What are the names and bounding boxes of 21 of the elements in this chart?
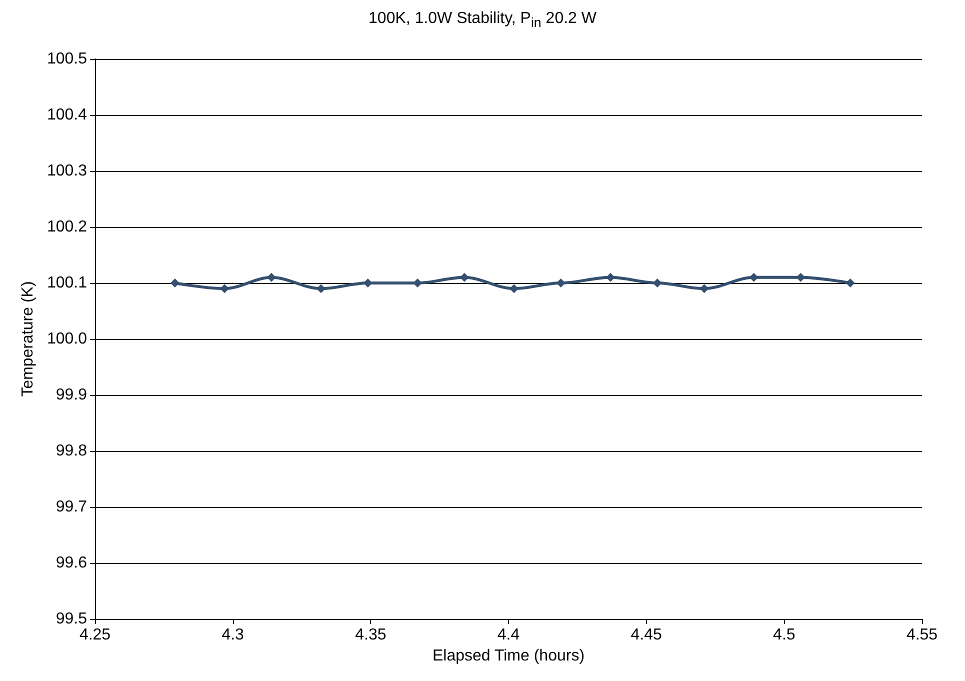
y-tick-label: 99.7 <box>56 498 88 516</box>
y-axis-title: Temperature (K) <box>20 281 37 397</box>
y-tick-label: 99.5 <box>56 610 88 628</box>
x-tick-label: 4.55 <box>906 626 938 644</box>
x-tick-label: 4.45 <box>630 626 662 644</box>
x-axis-title: Elapsed Time (hours) <box>432 647 585 664</box>
x-tick-label: 4.35 <box>355 626 386 644</box>
y-tick-label: 100.3 <box>46 162 88 180</box>
y-tick-label: 100.0 <box>46 330 88 348</box>
y-tick-label: 100.2 <box>46 218 88 236</box>
x-tick-label: 4.5 <box>773 626 796 644</box>
y-tick-label: 99.6 <box>56 554 88 572</box>
x-tick-label: 4.4 <box>497 626 520 644</box>
y-tick-label: 99.8 <box>56 442 88 460</box>
y-tick-label: 100.1 <box>46 274 88 292</box>
y-tick-label: 100.5 <box>46 50 88 68</box>
x-tick-label: 4.3 <box>222 626 244 644</box>
y-tick-label: 99.9 <box>56 386 88 404</box>
x-tick-label: 4.25 <box>79 626 111 644</box>
chart-title: 100K, 1.0W Stability, P$_{in}$ 20.2 W <box>368 10 598 30</box>
y-tick-label: 100.4 <box>46 106 88 124</box>
